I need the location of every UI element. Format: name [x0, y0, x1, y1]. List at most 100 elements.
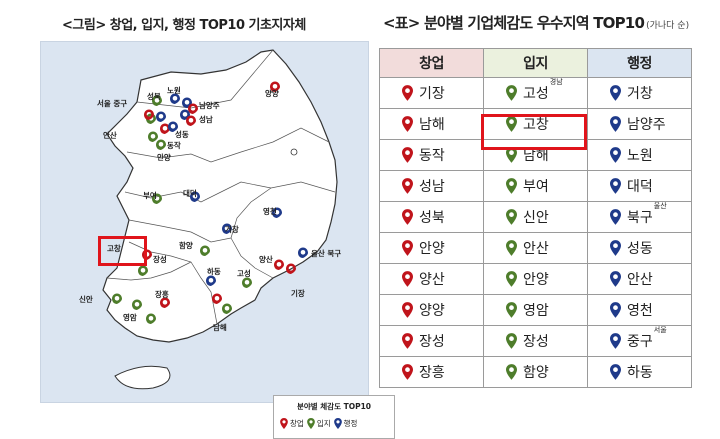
cell-content: 영천 — [610, 300, 691, 320]
pin-green-icon — [506, 333, 517, 349]
cell-content: 동작 — [402, 145, 483, 165]
cell-content: 안양 — [402, 238, 483, 258]
header-location: 입지 — [483, 48, 588, 78]
pin-blue-icon — [610, 333, 621, 349]
pin-green-icon — [506, 302, 517, 318]
legend-item-admin: 행정 — [333, 418, 357, 429]
cell-startup: 양양 — [379, 294, 484, 326]
pin-blue-icon — [272, 207, 282, 218]
legend-title: 분야별 체감도 TOP10 — [296, 402, 372, 411]
pin-blue-icon — [222, 223, 232, 234]
cell-startup: 남해 — [379, 108, 484, 140]
cell-content: 양산 — [402, 269, 483, 289]
region-name: 양양 — [419, 303, 445, 319]
legend-label-startup: 창업 — [290, 419, 304, 428]
cell-admin: 남양주 — [587, 108, 692, 140]
pin-green-icon — [506, 271, 517, 287]
pin-green-icon — [156, 139, 166, 150]
gochang-map-highlight — [98, 236, 147, 266]
cell-content: 신안 — [506, 207, 587, 227]
cell-content: 중구서울 — [610, 326, 691, 351]
pin-green-icon — [152, 95, 162, 106]
region-name: 북구울산 — [627, 202, 667, 226]
legend-label-location: 입지 — [316, 419, 331, 428]
pin-green-icon — [138, 265, 148, 276]
legend-item-location: 입지 — [306, 418, 331, 429]
region-name: 남해 — [419, 117, 445, 133]
cell-location: 함양 — [483, 356, 588, 388]
pin-blue-icon — [206, 275, 216, 286]
top10-table: 창업 입지 행정 기장 고성경남 거창 남해 고창 남양주 동작 남해 노원 성남 부여 대덕 성북 신안… — [379, 48, 692, 388]
cell-content: 남해 — [506, 145, 587, 165]
cell-admin: 안산 — [587, 263, 692, 295]
pin-red-icon — [144, 109, 154, 120]
cell-startup: 기장 — [379, 77, 484, 109]
pin-red-icon — [402, 333, 413, 349]
pin-red-icon — [402, 240, 413, 256]
region-qualifier: 경남 — [549, 78, 563, 86]
pin-blue-icon — [333, 418, 342, 429]
cell-content: 성남 — [402, 176, 483, 196]
map-pins — [112, 81, 308, 324]
pin-green-icon — [506, 364, 517, 380]
cell-startup: 성남 — [379, 170, 484, 202]
province-borders — [106, 49, 336, 325]
cell-admin: 대덕 — [587, 170, 692, 202]
cell-admin: 중구서울 — [587, 325, 692, 357]
ulleung-island — [290, 148, 298, 156]
table-row: 양양 영암 영천 — [379, 294, 692, 326]
cell-startup: 양산 — [379, 263, 484, 295]
label-jangseong: 장성 — [153, 255, 167, 264]
table-row: 기장 고성경남 거창 — [379, 77, 692, 109]
label-yangyang: 양양 — [265, 89, 279, 98]
label-jangheung: 장흥 — [155, 290, 169, 299]
label-gijang: 기장 — [291, 289, 305, 298]
pin-blue-icon — [610, 116, 621, 132]
label-buyeo: 부여 — [143, 191, 157, 200]
pin-red-icon — [160, 123, 170, 134]
region-name: 영암 — [523, 303, 549, 319]
pin-red-icon — [280, 418, 288, 429]
region-name: 영천 — [627, 303, 653, 319]
cell-content: 영암 — [506, 300, 587, 320]
region-name: 하동 — [627, 365, 653, 381]
label-daedeok: 대덕 — [183, 189, 197, 198]
cell-location: 신안 — [483, 201, 588, 233]
pin-red-icon — [274, 259, 284, 270]
cell-content: 성북 — [402, 207, 483, 227]
pin-red-icon — [186, 115, 196, 126]
table-caption-text: <표> 분야별 기업체감도 우수지역 TOP10 — [383, 14, 645, 32]
pin-red-icon — [402, 209, 413, 225]
region-name: 성남 — [419, 179, 445, 195]
pin-blue-icon — [298, 247, 308, 258]
pin-blue-icon — [610, 178, 621, 194]
region-name: 안산 — [627, 272, 653, 288]
cell-admin: 성동 — [587, 232, 692, 264]
region-name: 함양 — [523, 365, 549, 381]
jeju-island — [114, 365, 171, 390]
label-ulsan-bukgu: 울산 북구 — [311, 249, 342, 258]
pin-green-icon — [506, 178, 517, 194]
cell-admin: 영천 — [587, 294, 692, 326]
pin-red-icon — [402, 178, 413, 194]
map-legend: 분야별 체감도 TOP10 창업 입지 행정 — [273, 395, 395, 439]
cell-content: 고성경남 — [506, 78, 587, 103]
pin-green-icon — [506, 85, 517, 101]
cell-content: 성동 — [610, 238, 691, 258]
pin-red-icon — [402, 147, 413, 163]
cell-content: 하동 — [610, 362, 691, 382]
cell-content: 안양 — [506, 269, 587, 289]
cell-location: 고성경남 — [483, 77, 588, 109]
figure-caption: <그림> 창업, 입지, 행정 TOP10 기초지자체 — [62, 18, 306, 33]
cell-location: 장성 — [483, 325, 588, 357]
cell-admin: 거창 — [587, 77, 692, 109]
cell-location: 안산 — [483, 232, 588, 264]
pin-red-icon — [160, 297, 170, 308]
label-yeongam: 영암 — [123, 313, 137, 322]
label-seoul: 서울 중구 — [97, 99, 128, 108]
pin-green-icon — [506, 240, 517, 256]
cell-content: 장흥 — [402, 362, 483, 382]
korea-map-panel: 서울 중구 성북 노원 남양주 성남 안산 성동 동작 안양 양양 부여 대덕 … — [40, 41, 395, 439]
region-name: 고창 — [523, 117, 549, 133]
cell-startup: 장흥 — [379, 356, 484, 388]
